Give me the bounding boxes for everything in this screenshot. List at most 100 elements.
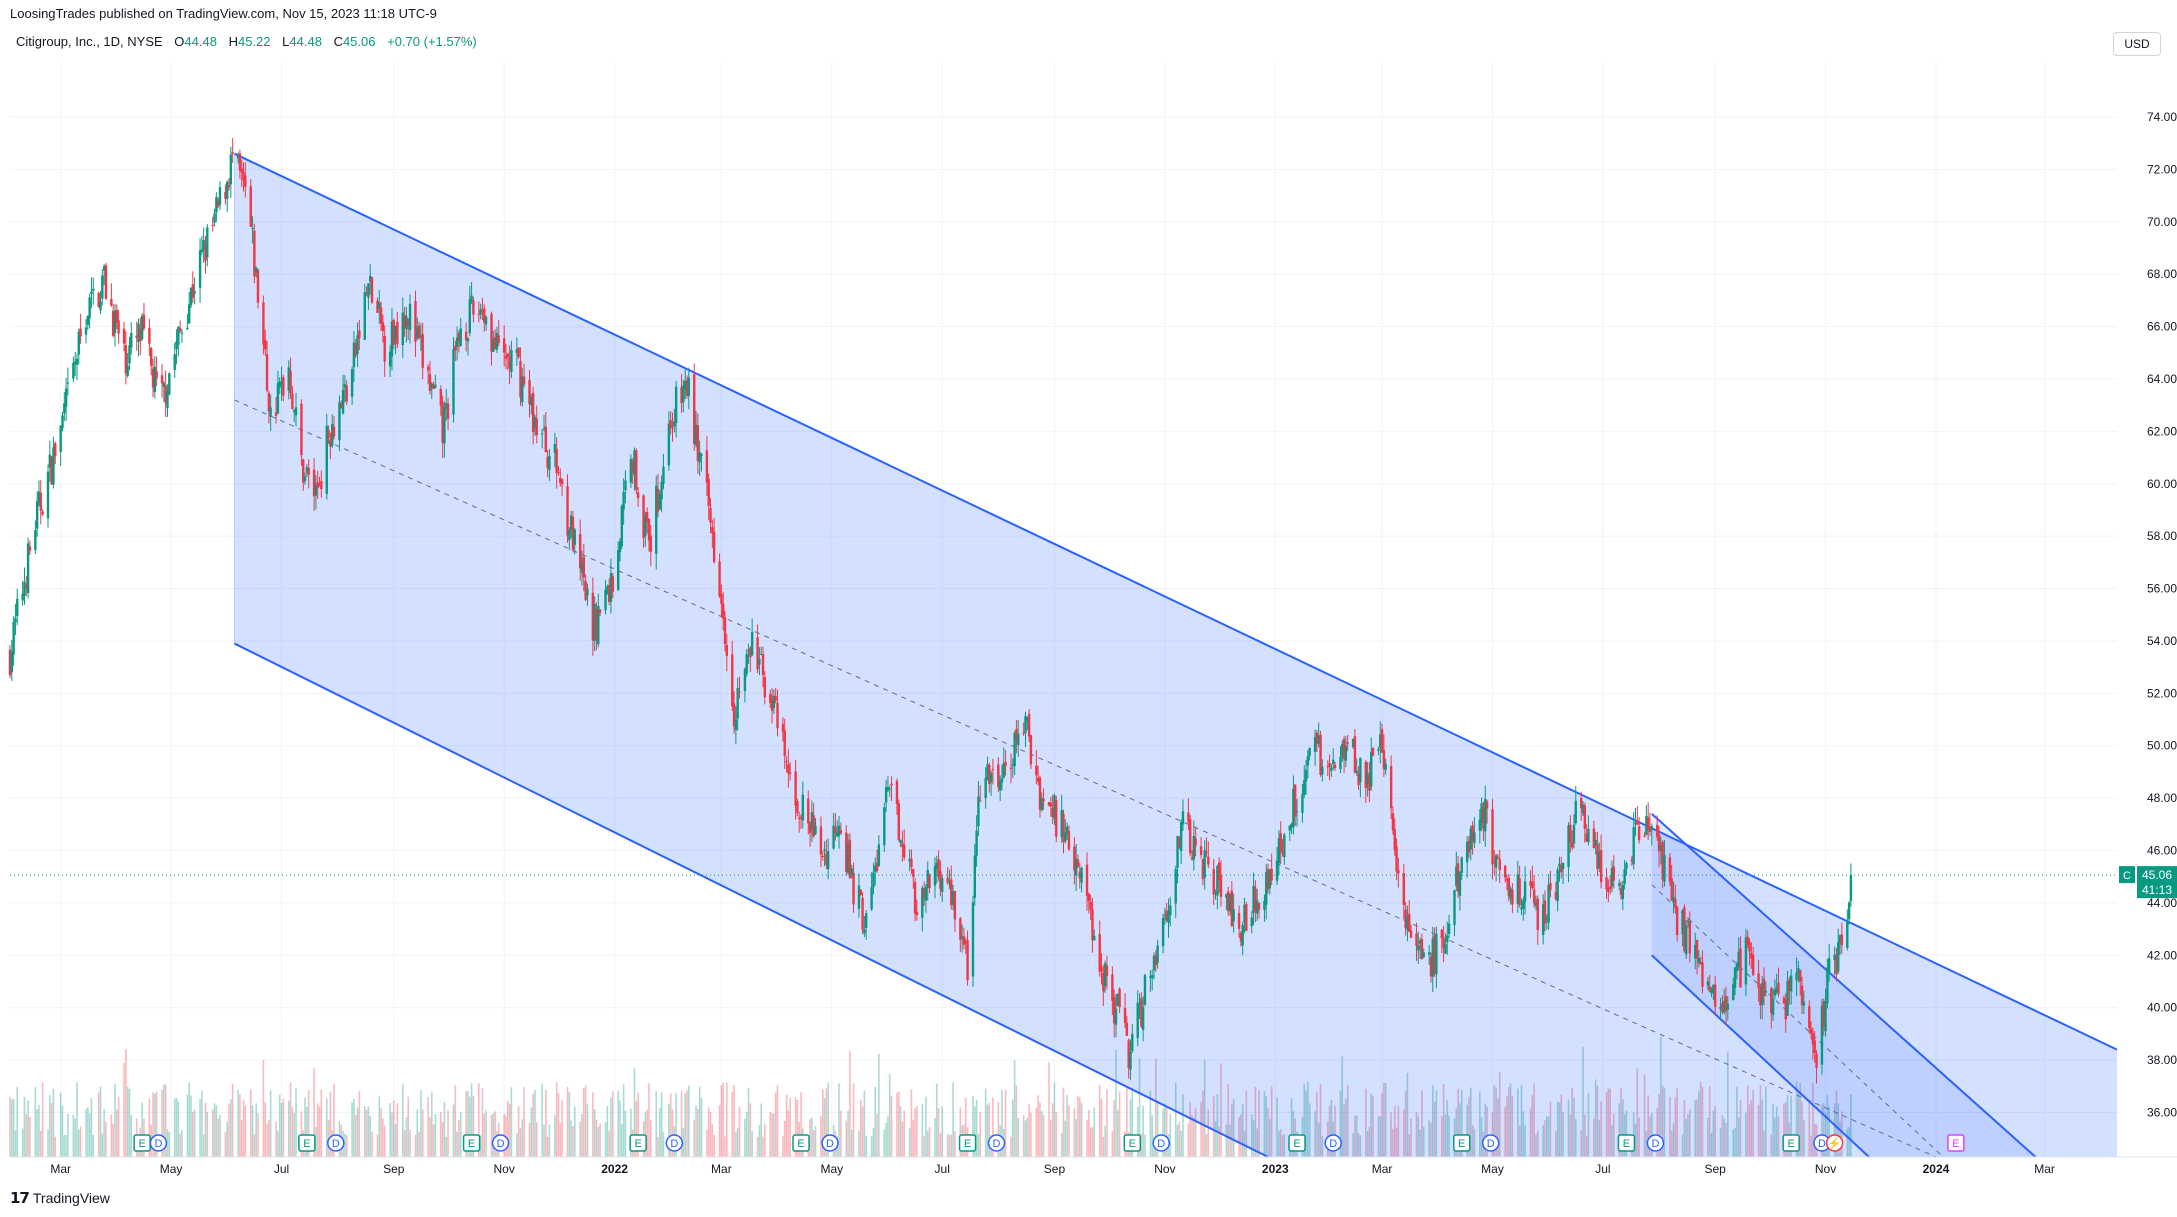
event-markers[interactable]: E D E D E D E D E D E D E D E D E D E D E D ⚡ E xyxy=(133,1134,1965,1152)
marker-shape xyxy=(298,1134,316,1152)
volume-bar xyxy=(1498,1072,1501,1157)
dividend-marker[interactable]: D xyxy=(1481,1134,1500,1152)
volume-bar xyxy=(11,1099,13,1157)
earnings-marker[interactable]: E xyxy=(298,1134,316,1152)
candle-body xyxy=(848,839,852,878)
volume-bar xyxy=(977,1133,980,1157)
volume-bar xyxy=(1078,1097,1081,1157)
currency-button[interactable]: USD xyxy=(2113,32,2161,56)
volume-bar xyxy=(1240,1114,1242,1157)
candle-body xyxy=(622,492,625,510)
volume-bar xyxy=(1203,1060,1206,1157)
earnings-marker[interactable]: E xyxy=(1123,1134,1142,1152)
earnings-marker[interactable]: E xyxy=(1782,1134,1800,1152)
candle-body xyxy=(1254,887,1257,912)
candle-body xyxy=(998,781,1002,791)
earnings-marker[interactable]: E xyxy=(792,1134,810,1152)
candle-body xyxy=(439,389,443,406)
dividend-marker[interactable]: D xyxy=(665,1134,684,1152)
volume-bar xyxy=(1812,1082,1814,1157)
candle-body xyxy=(1840,934,1844,946)
candle-body xyxy=(1788,979,1791,991)
candle-body xyxy=(836,832,839,837)
dividend-marker[interactable]: D xyxy=(327,1134,345,1152)
volume-bar xyxy=(1404,1091,1407,1157)
candle-body xyxy=(1408,913,1411,932)
candle-body xyxy=(1554,891,1558,899)
candle-body xyxy=(1067,831,1071,850)
candle-body xyxy=(1701,962,1704,987)
volume-bar xyxy=(465,1091,467,1157)
volume-bar xyxy=(1457,1088,1459,1157)
candle-body xyxy=(1447,923,1451,934)
candle-body xyxy=(1491,809,1494,865)
earnings-marker[interactable]: E xyxy=(1617,1134,1636,1152)
volume-bar xyxy=(874,1086,877,1157)
volume-bar xyxy=(1790,1095,1792,1157)
candle-body xyxy=(1017,733,1020,745)
candle-body xyxy=(617,550,620,590)
candle-body xyxy=(1087,893,1091,901)
symbol-title[interactable]: Citigroup, Inc., 1D, NYSE xyxy=(16,34,163,49)
candle-body xyxy=(1618,883,1621,886)
volume-bar xyxy=(1431,1085,1434,1157)
candle-body xyxy=(1493,862,1496,864)
candle-body xyxy=(379,307,383,324)
candle-body xyxy=(743,669,747,692)
split-marker[interactable]: ⚡ xyxy=(1825,1134,1844,1152)
dividend-marker[interactable]: D xyxy=(1152,1134,1170,1152)
dividend-marker[interactable]: D xyxy=(491,1134,510,1152)
x-tick-label: Sep xyxy=(383,1162,405,1176)
candle-body xyxy=(1473,832,1476,844)
volume-bar xyxy=(709,1112,712,1157)
earnings-marker[interactable]: E xyxy=(1452,1134,1471,1152)
candle-body xyxy=(872,872,875,888)
earnings-marker[interactable]: E xyxy=(1288,1134,1306,1152)
candle-body xyxy=(477,314,481,316)
candle-body xyxy=(1735,963,1739,972)
dividend-marker[interactable]: D xyxy=(821,1134,839,1152)
volume-bar xyxy=(718,1105,721,1157)
candle-body xyxy=(1427,952,1431,955)
volume-bar xyxy=(1026,1117,1029,1157)
candle-body xyxy=(430,383,433,389)
candle-body xyxy=(403,314,406,329)
candle-body xyxy=(1724,996,1728,1011)
volume-bar xyxy=(686,1090,688,1157)
candle-body xyxy=(863,929,866,934)
candle-body xyxy=(725,645,729,656)
volume-bar xyxy=(1828,1106,1830,1157)
volume-bar xyxy=(1328,1105,1331,1157)
upcoming-earnings-marker[interactable]: E xyxy=(1947,1134,1965,1152)
dividend-marker[interactable]: D xyxy=(1646,1134,1665,1152)
volume-bar xyxy=(1205,1134,1208,1157)
candle-body xyxy=(1288,825,1291,831)
volume-bar xyxy=(1279,1129,1282,1157)
candle-body xyxy=(1453,890,1456,926)
earnings-marker[interactable]: E xyxy=(133,1134,151,1152)
dividend-marker[interactable]: D xyxy=(1324,1134,1342,1152)
candle-body xyxy=(1813,1040,1816,1054)
candle-body xyxy=(888,788,891,790)
candle-body xyxy=(649,535,652,552)
volume-bar xyxy=(1012,1099,1014,1157)
candle-body xyxy=(964,940,967,944)
earnings-marker[interactable]: E xyxy=(462,1134,481,1152)
candle-body xyxy=(1417,945,1420,951)
candle-body xyxy=(745,654,748,674)
volume-bar xyxy=(472,1096,475,1157)
volume-bar xyxy=(1238,1117,1240,1157)
earnings-marker[interactable]: E xyxy=(958,1134,977,1152)
volume-bar xyxy=(916,1106,918,1157)
volume-bar xyxy=(1176,1124,1179,1157)
earnings-marker[interactable]: E xyxy=(629,1134,647,1152)
dividend-marker[interactable]: D xyxy=(987,1134,1006,1152)
volume-bar xyxy=(1330,1100,1333,1157)
candle-body xyxy=(289,370,292,394)
candles xyxy=(8,138,2117,1084)
candle-body xyxy=(1174,869,1177,904)
volume-bar xyxy=(295,1088,297,1157)
dividend-marker[interactable]: D xyxy=(149,1134,168,1152)
volume-bar xyxy=(925,1096,927,1157)
